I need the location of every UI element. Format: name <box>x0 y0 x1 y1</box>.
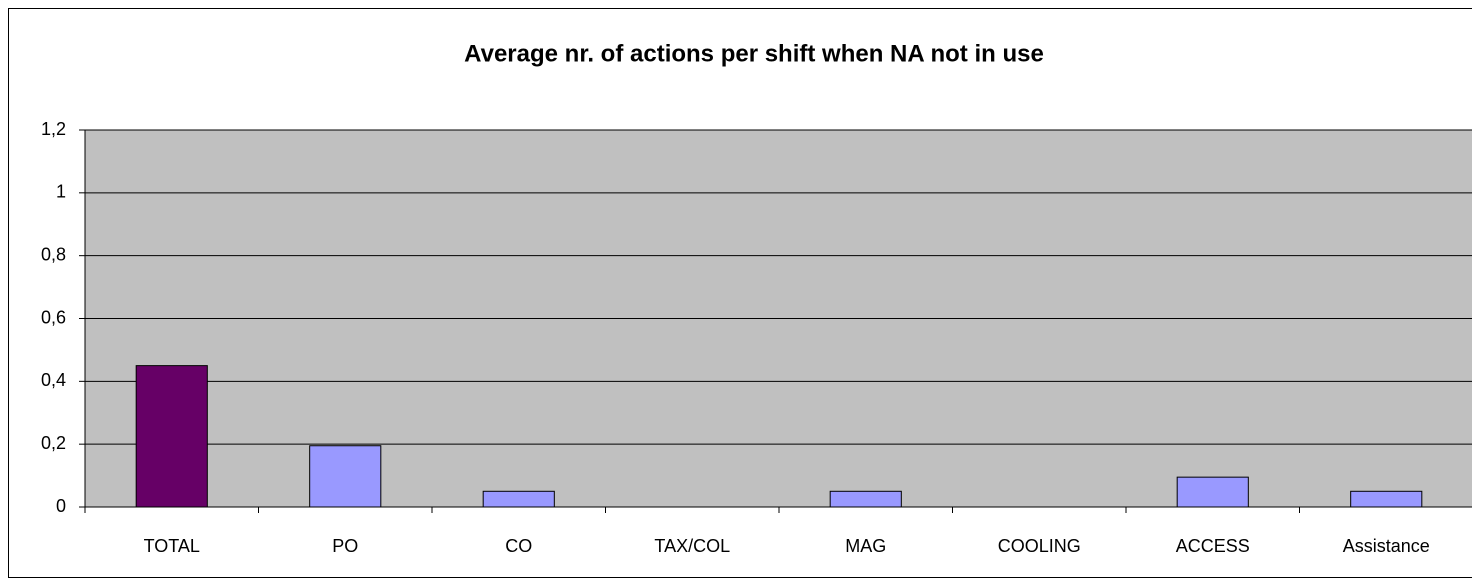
y-tick-label: 0,6 <box>41 307 66 327</box>
x-tick-label: ACCESS <box>1176 536 1250 556</box>
bar <box>135 365 208 508</box>
chart-title: Average nr. of actions per shift when NA… <box>464 40 1044 67</box>
y-tick-label: 0 <box>56 496 66 516</box>
x-tick-label: PO <box>332 536 358 556</box>
y-tick-label: 0,4 <box>41 370 66 390</box>
y-tick-label: 0,2 <box>41 433 66 453</box>
x-tick-label: TOTAL <box>144 536 200 556</box>
y-tick-label: 1 <box>56 182 66 202</box>
bar <box>309 445 382 508</box>
bar <box>1176 476 1249 508</box>
bar <box>1350 490 1423 508</box>
x-tick-label: COOLING <box>998 536 1081 556</box>
y-tick-label: 1,2 <box>41 119 66 139</box>
x-tick-label: CO <box>505 536 532 556</box>
bar <box>482 490 555 508</box>
x-tick-label: TAX/COL <box>654 536 730 556</box>
bar <box>829 490 902 508</box>
x-tick-label: MAG <box>845 536 886 556</box>
x-tick-label: Assistance <box>1343 536 1430 556</box>
y-tick-label: 0,8 <box>41 244 66 264</box>
